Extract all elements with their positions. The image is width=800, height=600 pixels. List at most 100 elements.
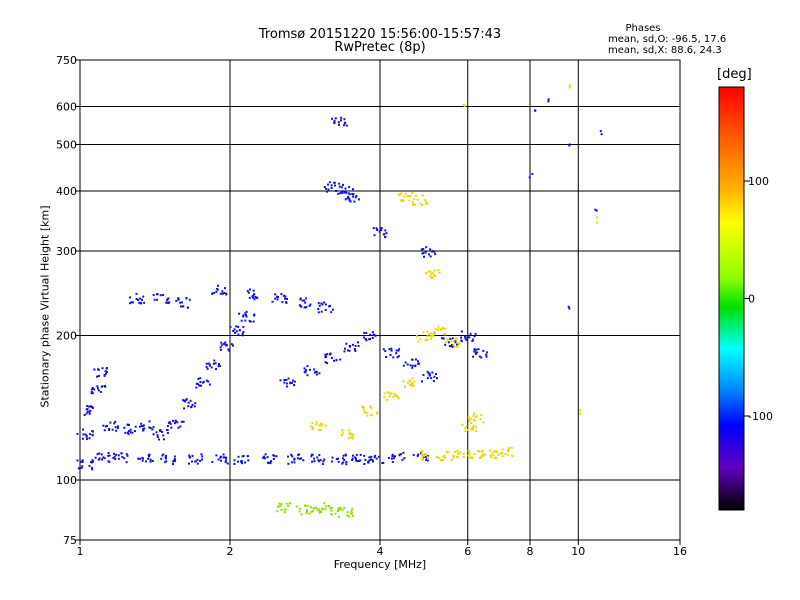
data-point [152,426,155,429]
data-point [324,303,327,306]
data-point [318,372,321,375]
data-point [303,367,306,370]
data-point [425,458,428,461]
data-point [363,331,366,334]
data-point [165,454,168,457]
data-point [331,117,333,120]
data-point [371,459,374,461]
data-point [364,411,367,414]
data-point [106,425,108,427]
data-point [80,466,83,469]
data-point [311,422,314,425]
data-point [309,303,312,306]
data-point [422,454,425,457]
data-point [342,454,345,457]
data-point [337,192,340,195]
data-point [263,455,265,458]
data-point [180,420,183,423]
data-point [225,293,228,296]
data-point [197,377,200,380]
data-point [464,430,467,432]
data-point [237,333,240,336]
data-point [478,355,481,358]
data-point [390,349,393,352]
data-point [452,340,455,343]
data-point [327,188,330,191]
data-point [407,195,410,198]
data-point [409,364,412,367]
data-point [345,342,348,345]
data-point [404,385,406,388]
data-point [219,346,222,349]
data-point [421,194,424,197]
data-point [480,455,483,458]
data-point [252,289,255,292]
data-point [191,454,194,457]
data-point [324,361,327,364]
data-point [114,458,117,461]
data-point [185,398,188,401]
data-point [390,347,393,350]
data-point [420,450,423,453]
data-point [179,301,182,304]
data-point [420,248,423,251]
data-point [531,173,534,176]
data-point [439,458,442,461]
data-point [485,351,488,354]
data-point [108,454,111,457]
data-point [156,293,158,296]
data-point [323,502,326,505]
data-point [111,428,114,431]
data-point [353,200,356,203]
data-point [351,457,354,460]
data-point [352,193,355,196]
data-point [428,270,430,273]
data-point [462,103,465,106]
data-point [421,450,424,452]
data-point [393,455,396,458]
data-point [409,380,412,383]
data-point [228,349,231,352]
data-point [283,379,286,381]
data-point [313,460,316,463]
data-point [438,271,441,274]
data-point [330,506,333,509]
data-point [168,301,171,304]
data-point [437,457,440,459]
data-point [595,209,598,212]
data-point [382,233,385,236]
data-point [285,301,287,304]
data-point [220,455,222,458]
data-point [482,453,484,456]
data-point [224,287,226,290]
data-point [416,198,419,201]
data-point [421,204,423,206]
data-point [107,454,110,457]
data-point [173,458,176,460]
data-point [370,407,373,410]
data-point [328,181,331,184]
data-point [568,86,571,89]
data-point [457,456,460,459]
data-point [507,450,509,453]
data-point [198,384,200,387]
data-point [346,514,349,517]
data-point [383,396,386,399]
data-point [242,315,245,318]
data-point [370,414,372,417]
data-point [435,456,438,458]
data-point [421,453,424,456]
data-point [277,296,279,298]
data-point [120,452,123,455]
data-point [484,453,487,456]
data-point [348,432,351,435]
data-point [467,416,470,419]
data-point [316,509,319,512]
data-point [361,405,364,408]
data-point [468,419,471,422]
data-point [317,311,320,314]
data-point [393,394,396,397]
data-point [600,133,603,136]
data-point [335,359,338,362]
data-point [475,426,478,429]
